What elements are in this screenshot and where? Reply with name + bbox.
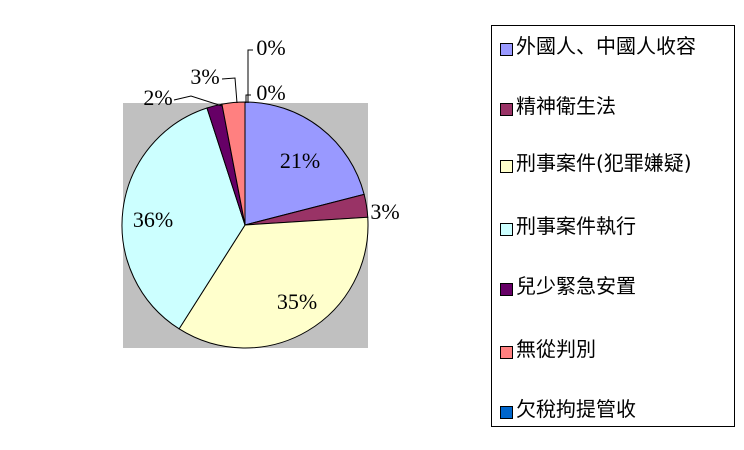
slice-label-1: 21% — [280, 148, 320, 173]
slice-label-5: 2% — [143, 85, 172, 110]
legend: 外國人、中國人收容 精神衛生法刑事案件(犯罪嫌疑) 刑事案件執行 兒少緊急安置 無從判別… — [491, 25, 735, 427]
legend-label: 刑事案件(犯罪嫌疑) — [516, 151, 692, 175]
legend-label: 欠稅拘提管收 — [516, 397, 636, 421]
legend-swatch — [500, 223, 513, 236]
slice-label-6: 3% — [190, 64, 219, 89]
legend-item: 刑事案件執行 — [500, 216, 730, 237]
legend-label: 無從判別 — [516, 337, 596, 361]
legend-label: 精神衛生法 — [516, 94, 616, 118]
legend-swatch — [500, 346, 513, 359]
legend-item: 無從判別 — [500, 339, 730, 360]
slice-label-extra: 0% — [256, 35, 285, 60]
slice-label-4: 36% — [133, 207, 173, 232]
legend-item: 欠稅拘提管收 — [500, 399, 730, 420]
pie-slice-6 — [221, 101, 246, 226]
leader-line-7 — [245, 94, 251, 103]
legend-item: 精神衛生法 — [500, 96, 730, 117]
legend-swatch — [500, 283, 513, 296]
legend-item: 兒少緊急安置 — [500, 276, 730, 297]
pie-slice-4 — [121, 107, 246, 330]
legend-label: 刑事案件執行 — [516, 214, 636, 238]
leader-line-extra — [247, 49, 253, 103]
slice-label-7: 0% — [256, 80, 285, 105]
legend-item: 外國人、中國人收容 — [500, 36, 730, 57]
legend-swatch — [500, 103, 513, 116]
slice-label-2: 3% — [370, 199, 399, 224]
pie-slice-3 — [178, 216, 369, 349]
leader-line-5 — [173, 95, 223, 107]
legend-swatch — [500, 406, 513, 419]
slice-label-3: 35% — [277, 289, 317, 314]
legend-label: 外國人、中國人收容 — [516, 34, 696, 58]
legend-item: 刑事案件(犯罪嫌疑) — [500, 153, 730, 174]
legend-label: 兒少緊急安置 — [516, 274, 636, 298]
pie-slice-1 — [244, 101, 365, 226]
legend-swatch — [500, 43, 513, 56]
legend-swatch — [500, 160, 513, 173]
leader-line-6 — [221, 77, 238, 104]
